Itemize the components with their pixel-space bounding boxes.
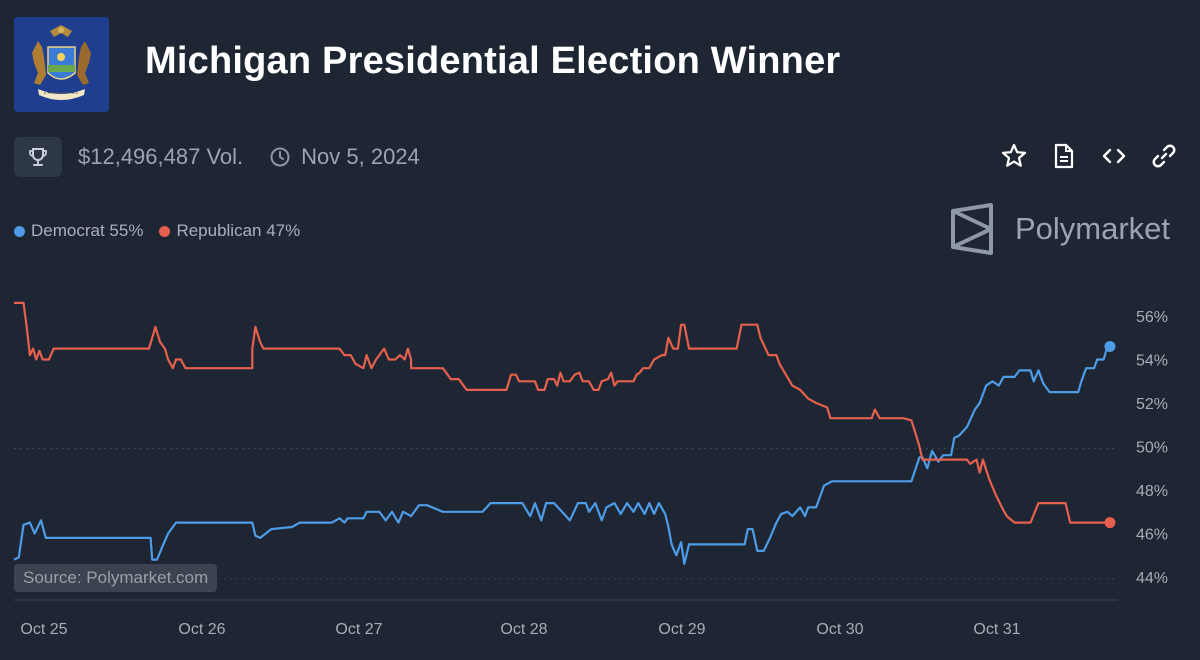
series-endpoint-democrat (1104, 340, 1116, 352)
legend-democrat[interactable]: Democrat 55% (14, 221, 143, 241)
chart-legend: Democrat 55% Republican 47% (14, 221, 316, 241)
market-title: Michigan Presidential Election Winner (145, 40, 841, 82)
market-logo-michigan-flag (14, 17, 109, 112)
link-icon (1152, 144, 1176, 168)
end-date-text: Nov 5, 2024 (301, 144, 420, 169)
series-line-republican (14, 301, 1110, 524)
x-tick-label: Oct 25 (20, 621, 67, 638)
copy-link-button[interactable] (1150, 140, 1178, 172)
x-axis-ticks: Oct 25 Oct 26 Oct 27 Oct 28 Oct 29 Oct 30 Oct … (20, 621, 1020, 638)
trophy-icon (29, 148, 47, 166)
x-tick-label: Oct 29 (658, 621, 705, 638)
clock-icon (270, 147, 290, 167)
y-tick-label: 56% (1136, 309, 1168, 326)
y-tick-label: 54% (1136, 353, 1168, 370)
y-tick-label: 52% (1136, 396, 1168, 413)
watchlist-button[interactable] (1000, 140, 1028, 172)
chart-series (13, 301, 1116, 566)
y-tick-label: 48% (1136, 483, 1168, 500)
series-endpoint-republican (1104, 517, 1116, 529)
republican-dot-icon (159, 225, 171, 237)
star-icon (1001, 143, 1027, 167)
document-icon (1054, 143, 1074, 169)
end-date: Nov 5, 2024 (269, 144, 420, 170)
x-tick-label: Oct 27 (335, 621, 382, 638)
market-meta: $12,496,487 Vol. Nov 5, 2024 (14, 137, 420, 177)
chart-gridlines (14, 448, 1118, 601)
source-label: Source: Polymarket.com (14, 564, 218, 592)
trophy-button[interactable] (14, 137, 62, 177)
brand-name: Polymarket (1014, 211, 1170, 246)
polymarket-logo-icon (950, 203, 993, 255)
y-tick-label: 46% (1136, 527, 1168, 544)
x-tick-label: Oct 30 (816, 621, 863, 638)
series-line-democrat (13, 345, 1111, 566)
embed-button[interactable] (1100, 140, 1128, 172)
y-tick-label: 44% (1136, 570, 1168, 587)
x-tick-label: Oct 26 (178, 621, 225, 638)
democrat-dot-icon (14, 225, 25, 237)
action-toolbar (1000, 140, 1178, 172)
legend-republican[interactable]: Republican 47% (159, 221, 300, 241)
volume-text: $12,496,487 Vol. (78, 144, 244, 169)
michigan-seal-icon (14, 17, 109, 112)
y-axis-ticks: 56% 54% 52% 50% 48% 46% 44% (1136, 309, 1168, 587)
rules-button[interactable] (1050, 140, 1078, 172)
code-icon (1102, 148, 1126, 164)
legend-democrat-label: Democrat 55% (31, 221, 144, 240)
x-tick-label: Oct 28 (500, 621, 547, 638)
y-tick-label: 50% (1136, 440, 1168, 457)
x-tick-label: Oct 31 (973, 621, 1020, 638)
legend-republican-label: Republican 47% (176, 221, 301, 240)
polymarket-watermark: Polymarket (949, 203, 1170, 255)
